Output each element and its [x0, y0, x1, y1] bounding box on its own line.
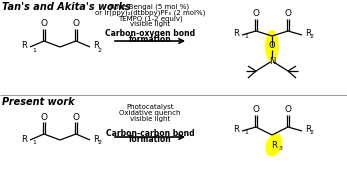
- Text: R: R: [271, 140, 277, 149]
- Text: O: O: [253, 9, 260, 19]
- Text: 2: 2: [310, 35, 314, 40]
- Text: R: R: [305, 125, 311, 133]
- Text: O: O: [73, 19, 79, 29]
- Text: O: O: [73, 112, 79, 122]
- Text: O: O: [285, 105, 291, 115]
- Text: O: O: [41, 19, 48, 29]
- Text: visible light: visible light: [130, 116, 170, 122]
- Text: or Ir(ppy)₂(dtbbpy)PF₆ (2 mol%): or Ir(ppy)₂(dtbbpy)PF₆ (2 mol%): [95, 9, 205, 15]
- Text: Rose Bengal (5 mol %): Rose Bengal (5 mol %): [110, 3, 189, 9]
- Text: Tan's and Akita's works: Tan's and Akita's works: [2, 2, 131, 12]
- Text: 2: 2: [310, 130, 314, 136]
- Text: visible light: visible light: [130, 21, 170, 27]
- Ellipse shape: [265, 133, 282, 157]
- Text: Photocatalyst: Photocatalyst: [126, 104, 174, 110]
- Text: Carbon-carbon bond: Carbon-carbon bond: [106, 129, 194, 138]
- Text: Oxidative quench: Oxidative quench: [119, 110, 181, 116]
- Text: 1: 1: [32, 47, 36, 53]
- Text: R: R: [233, 29, 239, 37]
- Text: R: R: [21, 135, 27, 143]
- Text: O: O: [269, 42, 275, 50]
- Text: R: R: [233, 125, 239, 133]
- Text: TEMPO (1-2 equiv): TEMPO (1-2 equiv): [118, 15, 183, 22]
- Text: 1: 1: [244, 130, 248, 136]
- Text: Present work: Present work: [2, 97, 75, 107]
- Text: R: R: [93, 135, 99, 143]
- Text: Carbon-oxygen bond: Carbon-oxygen bond: [105, 29, 195, 38]
- Text: 3: 3: [279, 146, 283, 150]
- Text: O: O: [285, 9, 291, 19]
- Text: formation: formation: [129, 35, 171, 44]
- Text: 1: 1: [244, 35, 248, 40]
- Text: O: O: [41, 112, 48, 122]
- Text: formation: formation: [129, 135, 171, 144]
- Text: 1: 1: [32, 140, 36, 146]
- Ellipse shape: [265, 30, 279, 62]
- Text: 2: 2: [98, 140, 102, 146]
- Text: R: R: [93, 42, 99, 50]
- Text: R: R: [21, 42, 27, 50]
- Text: O: O: [253, 105, 260, 115]
- Text: N: N: [269, 57, 275, 66]
- Text: 2: 2: [98, 47, 102, 53]
- Text: R: R: [305, 29, 311, 37]
